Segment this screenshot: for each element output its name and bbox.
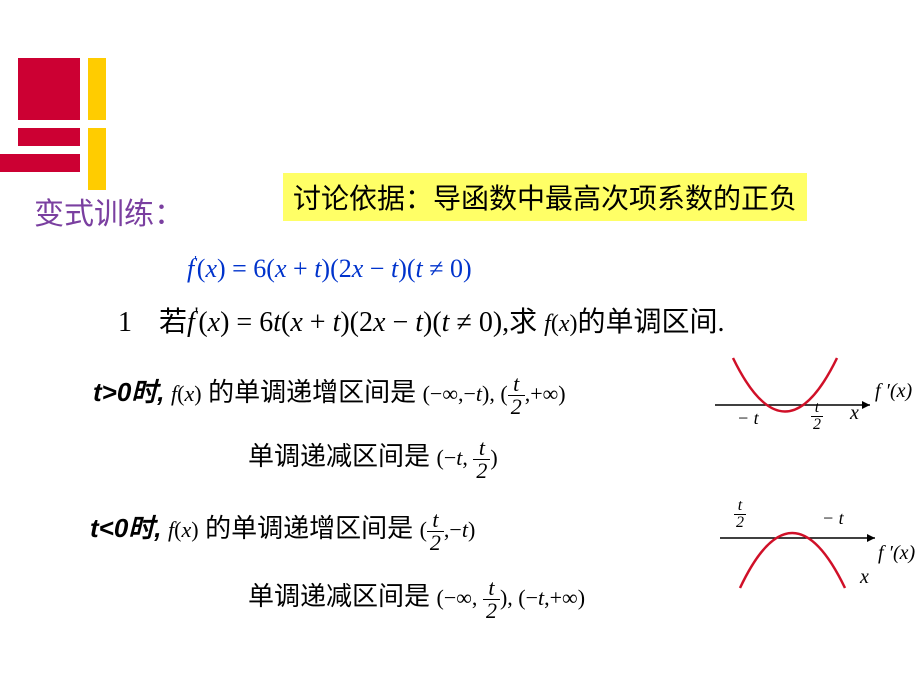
fprime-label-down: f ′(x) xyxy=(878,542,915,565)
case-t-negative-increasing: t<0时, f(x) 的单调递增区间是 (t2,−t) xyxy=(90,508,475,554)
down-left-tick: t2 xyxy=(734,498,746,532)
plot-parabola-up: f ′(x) x − t t2 xyxy=(715,350,915,460)
x-axis-label-down: x xyxy=(860,566,869,589)
fprime-label-up: f ′(x) xyxy=(875,380,912,403)
down-right-tick: − t xyxy=(822,508,844,529)
case-t-positive-increasing: t>0时, f(x) 的单调递增区间是 (−∞,−t), (t2,+∞) xyxy=(93,372,566,418)
problem-statement: 1 若f'(x) = 6t(x + t)(2x − t)(t ≠ 0),求 f(… xyxy=(118,300,725,340)
up-right-tick: t2 xyxy=(811,400,823,434)
highlight-banner: 讨论依据：导函数中最高次项系数的正负 xyxy=(283,173,807,221)
case-label-t-pos: t>0时, xyxy=(93,377,165,407)
formula-derivative-blue: f'(x) = 6(x + t)(2x − t)(t ≠ 0) xyxy=(187,254,472,284)
up-left-tick: − t xyxy=(737,408,759,429)
section-title: 变式训练： xyxy=(34,189,184,233)
problem-number: 1 xyxy=(118,307,132,338)
x-axis-label-up: x xyxy=(850,402,859,425)
case-label-t-neg: t<0时, xyxy=(90,513,162,543)
case-t-negative-decreasing: 单调递减区间是 (−∞, t2), (−t,+∞) xyxy=(248,576,585,622)
case-t-positive-decreasing: 单调递减区间是 (−t, t2) xyxy=(248,436,498,482)
plot-parabola-down: f ′(x) x t2 − t xyxy=(720,490,920,610)
